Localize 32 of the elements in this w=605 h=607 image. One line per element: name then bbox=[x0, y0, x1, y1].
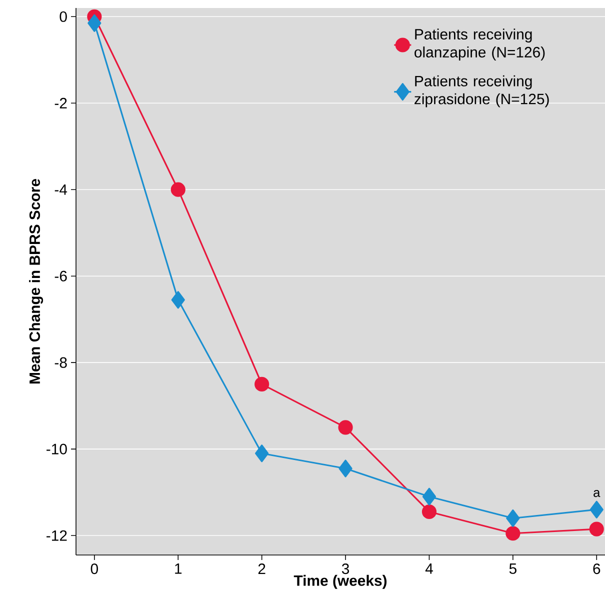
legend-label: Patients receiving olanzapine (N=126) bbox=[414, 28, 545, 60]
point bbox=[338, 420, 353, 435]
x-tick-label: 4 bbox=[425, 564, 433, 574]
point bbox=[170, 182, 186, 197]
x-tick-label: 1 bbox=[175, 564, 182, 574]
point bbox=[422, 488, 436, 506]
y-tick-label: -8 bbox=[54, 357, 67, 368]
point bbox=[171, 291, 185, 309]
x-tick-label: 6 bbox=[593, 564, 600, 574]
y-tick-label: 0 bbox=[60, 11, 67, 22]
point bbox=[506, 526, 520, 541]
x-tick-label: 0 bbox=[90, 564, 98, 574]
point bbox=[88, 14, 102, 32]
y-axis-title: Mean Change in BPRS Score bbox=[29, 179, 44, 384]
annotation: a bbox=[594, 490, 600, 498]
point bbox=[422, 504, 437, 520]
y-tick-label: -2 bbox=[54, 98, 67, 108]
point bbox=[255, 444, 269, 462]
y-tick-label: -10 bbox=[46, 444, 67, 454]
y-tick-label: -12 bbox=[46, 530, 67, 541]
x-tick-label: 5 bbox=[509, 564, 516, 574]
point bbox=[590, 500, 604, 518]
point bbox=[506, 509, 520, 528]
y-tick-label: -6 bbox=[54, 270, 67, 282]
point bbox=[254, 376, 270, 392]
x-tick-label: 2 bbox=[258, 564, 266, 574]
y-tick-label: -4 bbox=[54, 184, 68, 195]
x-tick-label: 3 bbox=[342, 564, 350, 574]
x-axis-title: Time (weeks) bbox=[294, 574, 387, 589]
legend-label: Patients receiving ziprasidone (N=125) bbox=[414, 75, 549, 108]
point bbox=[589, 522, 604, 536]
point bbox=[338, 460, 352, 478]
